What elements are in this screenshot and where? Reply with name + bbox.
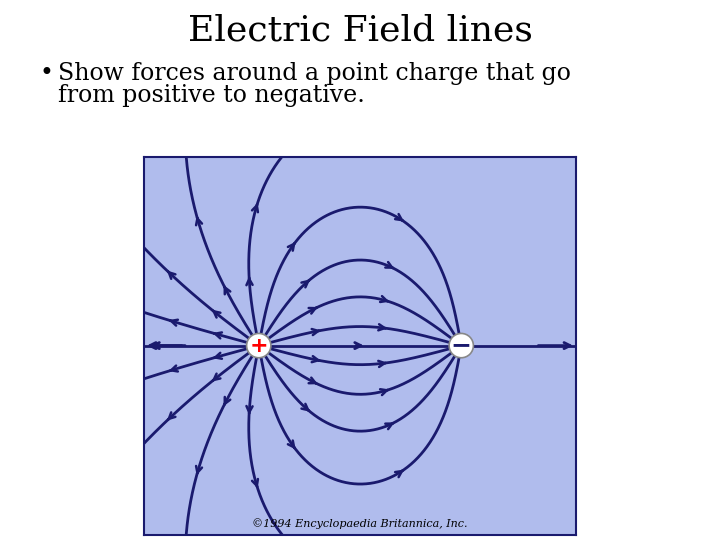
Text: from positive to negative.: from positive to negative. — [58, 84, 364, 107]
Circle shape — [246, 333, 271, 357]
Text: Electric Field lines: Electric Field lines — [188, 14, 532, 48]
Text: •: • — [40, 62, 53, 85]
Text: −: − — [451, 334, 472, 357]
Text: +: + — [249, 335, 268, 356]
Text: ©1994 Encyclopaedia Britannica, Inc.: ©1994 Encyclopaedia Britannica, Inc. — [252, 518, 468, 529]
Circle shape — [449, 333, 474, 357]
Text: Show forces around a point charge that go: Show forces around a point charge that g… — [58, 62, 570, 85]
